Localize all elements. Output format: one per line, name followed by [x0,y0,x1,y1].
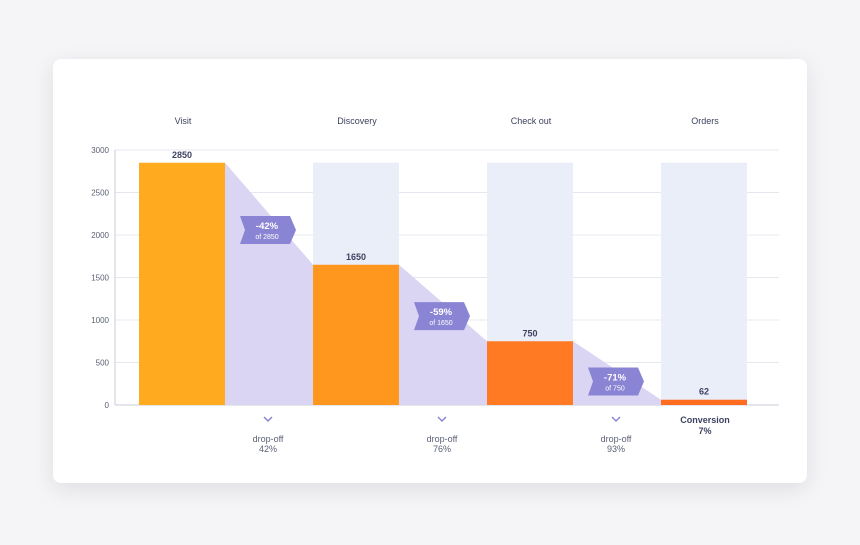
chevron-down-icon[interactable] [263,416,273,423]
dropoff-label: drop-off [427,434,458,444]
dropoff-percent: -71% [604,373,627,384]
chevron-down-icon[interactable] [437,416,447,423]
y-tick-label: 1000 [91,316,109,325]
dropoff-label: drop-off [253,434,284,444]
dropoff-total: 42% [259,444,277,454]
dropoff-of-label: of 2850 [255,234,278,241]
dropoff-percent: -42% [256,221,279,232]
dropoff-label: drop-off [601,434,632,444]
dropoff-badge [240,215,296,244]
value-label: 2850 [172,150,192,160]
bar-visit[interactable] [139,162,225,405]
dropoff-percent: -59% [430,307,453,318]
bar-orders[interactable] [661,399,747,405]
y-tick-label: 0 [105,401,110,410]
category-label: Check out [511,116,552,126]
value-label: 750 [522,328,537,338]
dropoff-area [399,264,487,405]
dropoff-total: 93% [607,444,625,454]
funnel-card: 0 500 1000 1500 2000 2500 3000 2850 Visit 1650 Dis… [53,59,807,483]
y-tick-label: 3000 [91,146,109,155]
dropoff-badge [414,302,470,331]
value-label: 62 [699,387,709,397]
y-tick-label: 500 [96,359,110,368]
dropoff-area [225,162,313,405]
dropoff-of-label: of 750 [605,386,625,393]
chevron-down-icon[interactable] [611,416,621,423]
funnel-chart: 0 500 1000 1500 2000 2500 3000 2850 Visit 1650 Dis… [91,116,779,454]
value-label: 1650 [346,252,366,262]
category-label: Discovery [337,116,377,126]
y-tick-label: 2000 [91,231,109,240]
conversion-label: Conversion [680,415,730,425]
bar-discovery[interactable] [313,264,399,405]
category-label: Orders [691,116,719,126]
y-tick-label: 1500 [91,274,109,283]
y-tick-label: 2500 [91,189,109,198]
category-label: Visit [175,116,192,126]
dropoff-of-label: of 1650 [429,320,452,327]
dropoff-total: 76% [433,444,451,454]
bar-check-out[interactable] [487,341,573,405]
conversion-value: 7% [698,426,711,436]
bar-background [661,162,747,405]
dropoff-badge [588,367,644,396]
